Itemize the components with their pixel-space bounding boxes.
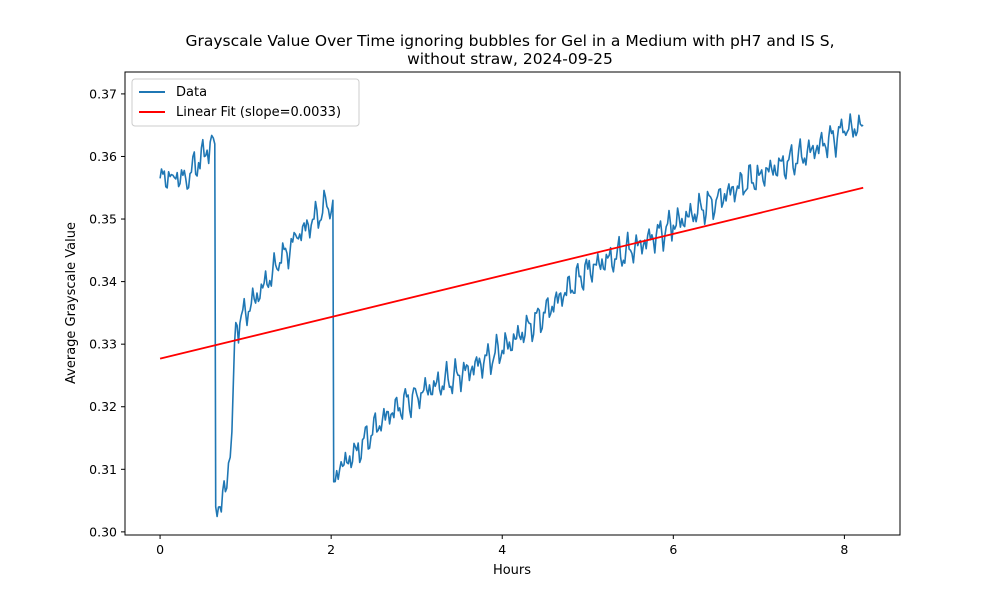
- y-tick-label-6: 0.36: [89, 149, 117, 164]
- y-tick-label-2: 0.32: [89, 399, 117, 414]
- y-tick-label-3: 0.33: [89, 337, 117, 352]
- y-tick-label-5: 0.35: [89, 212, 117, 227]
- legend: Data Linear Fit (slope=0.0033): [132, 79, 359, 126]
- y-tick-label-7: 0.37: [89, 86, 117, 101]
- x-tick-label-4: 8: [840, 542, 848, 557]
- y-tick-label-0: 0.30: [89, 524, 117, 539]
- x-tick-label-0: 0: [156, 542, 164, 557]
- y-tick-label-1: 0.31: [89, 462, 117, 477]
- legend-label-data: Data: [176, 85, 207, 100]
- y-axis-label: Average Grayscale Value: [64, 222, 79, 384]
- plot-area: [160, 114, 863, 517]
- chart-title: Grayscale Value Over Time ignoring bubbl…: [185, 32, 834, 50]
- x-axis-label: Hours: [493, 563, 531, 578]
- axes-frame: [125, 72, 900, 535]
- series-line-data: [160, 114, 863, 517]
- chart-subtitle: without straw, 2024-09-25: [407, 50, 613, 68]
- x-tick-label-1: 2: [327, 542, 335, 557]
- legend-label-fit: Linear Fit (slope=0.0033): [176, 105, 341, 120]
- axis-ticks: 0 2 4 6 8 0.30 0.31 0.32 0.33 0.34 0.35 0.36 0.37: [89, 86, 848, 557]
- y-tick-label-4: 0.34: [89, 274, 117, 289]
- x-tick-label-3: 6: [669, 542, 677, 557]
- x-tick-label-2: 4: [498, 542, 506, 557]
